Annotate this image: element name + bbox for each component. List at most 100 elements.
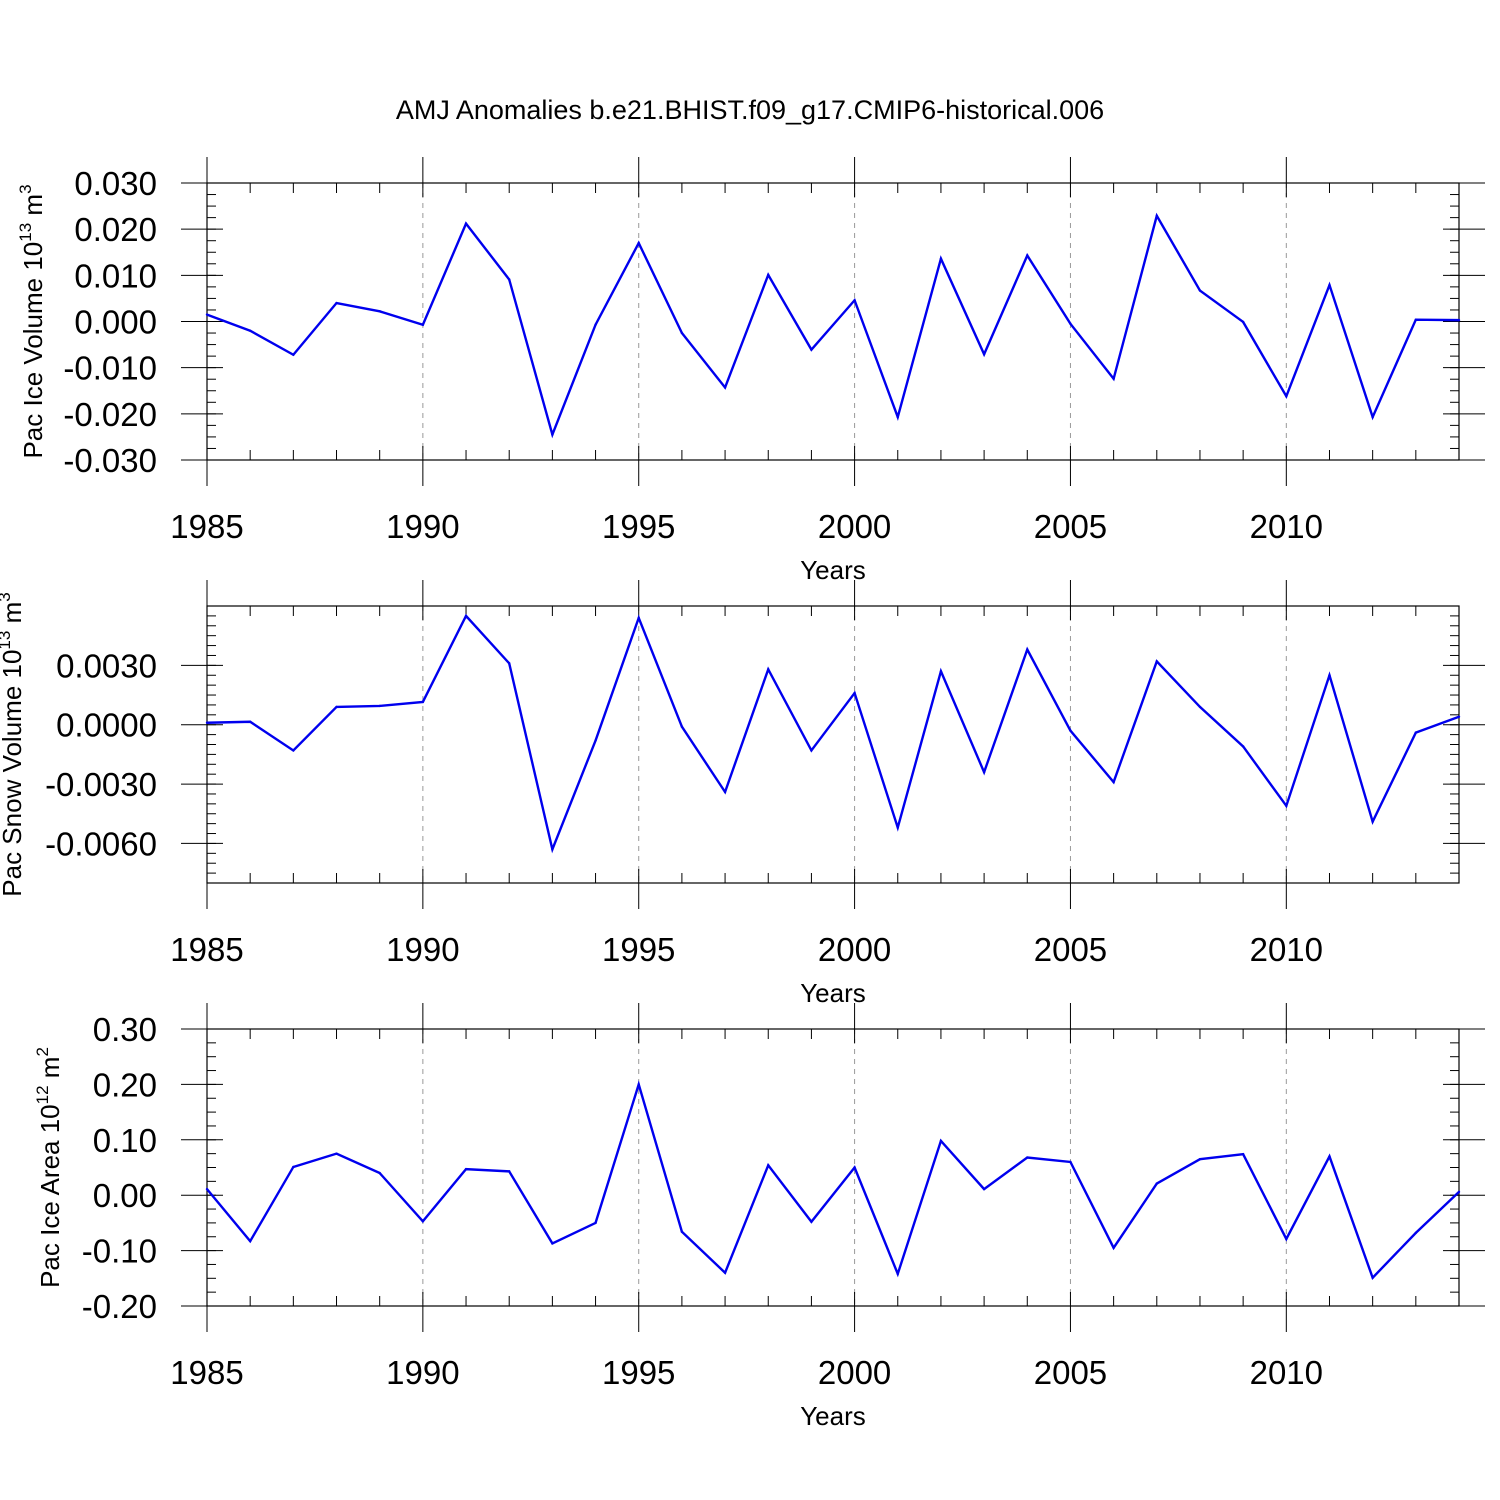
data-point (378, 704, 381, 708)
data-point (680, 331, 684, 335)
data-point (767, 1164, 770, 1167)
x-tick-label: 1995 (602, 931, 675, 968)
data-point (421, 700, 425, 704)
data-point (810, 749, 813, 752)
data-point (853, 1166, 856, 1169)
data-point (810, 1220, 813, 1223)
data-point (508, 278, 511, 281)
data-point (1112, 1246, 1115, 1250)
data-point (1457, 1190, 1461, 1194)
y-tick-label: -0.0030 (45, 766, 157, 803)
data-point (1026, 648, 1029, 651)
chart-panels: 0.030 0.020 0.010 0.000 -0.010 -0.020 -0.030 19… (0, 157, 1485, 1431)
data-point (1371, 1276, 1374, 1279)
plot-frame (206, 605, 1460, 884)
data-point (723, 1271, 727, 1274)
x-tick-label: 2005 (1034, 931, 1107, 968)
data-point (767, 273, 770, 277)
y-axis-label-unit-exponent: 3 (0, 592, 14, 601)
data-point (248, 720, 252, 723)
y-tick-label: 0.10 (93, 1122, 157, 1159)
data-point (1414, 731, 1418, 734)
data-point (248, 1239, 252, 1243)
y-tick-label: 0.20 (93, 1066, 157, 1103)
y-tick-label: -0.020 (63, 396, 157, 433)
x-tick-label: 1995 (602, 508, 675, 545)
y-axis-label: Pac Ice Area 1012 m2 (33, 1047, 65, 1288)
y-axis-label-unit-exponent: 3 (16, 184, 35, 193)
y-axis-label-unit: m (18, 194, 48, 223)
data-point (1069, 1160, 1072, 1164)
data-point (1155, 660, 1158, 663)
y-tick-label: 0.030 (74, 165, 157, 202)
plot-frame (206, 182, 1460, 461)
y-tick-label: 0.020 (74, 211, 157, 248)
y-tick-label: -0.20 (82, 1288, 157, 1325)
data-point (723, 790, 727, 794)
data-point (594, 323, 597, 326)
data-point (1026, 1156, 1029, 1159)
y-axis-label-text: Pac Snow Volume 10 (0, 650, 27, 897)
data-point (378, 310, 381, 313)
data-point (205, 721, 209, 724)
data-point (594, 1221, 597, 1225)
data-point (1241, 320, 1245, 324)
data-point (1328, 674, 1331, 677)
y-axis-label-exponent: 12 (33, 1085, 52, 1104)
data-point (939, 670, 943, 673)
data-point (1026, 254, 1029, 257)
y-axis-label: Pac Ice Volume 1013 m3 (16, 184, 48, 458)
data-point (1285, 1237, 1288, 1241)
data-point (335, 705, 338, 709)
data-point (1112, 377, 1115, 380)
data-point (205, 1187, 209, 1191)
data-point (551, 848, 554, 851)
data-point (1155, 1182, 1158, 1185)
data-point (1241, 745, 1245, 748)
data-point (1241, 1153, 1245, 1156)
y-tick-label: -0.0060 (45, 825, 157, 862)
x-axis-label: Years (800, 1401, 866, 1431)
data-point (982, 353, 986, 356)
chart-title: AMJ Anomalies b.e21.BHIST.f09_g17.CMIP6-… (396, 95, 1104, 125)
x-tick-label: 1990 (386, 931, 459, 968)
data-point (335, 301, 338, 305)
data-point (1155, 214, 1158, 217)
x-tick-label: 1990 (386, 1354, 459, 1391)
data-point (853, 299, 856, 302)
data-point (939, 1139, 943, 1143)
y-axis-label-unit: m (0, 602, 27, 631)
data-point (508, 1170, 511, 1173)
x-tick-label: 1995 (602, 1354, 675, 1391)
data-point (810, 348, 813, 351)
y-tick-label: 0.010 (74, 257, 157, 294)
y-tick-label: -0.010 (63, 350, 157, 387)
series-line (206, 613, 1460, 854)
data-point (551, 433, 554, 436)
chart-panel-3: 0.30 0.20 0.10 0.00 -0.10 -0.20 1985 1990 1995 20… (33, 1003, 1485, 1431)
data-point (594, 739, 597, 742)
data-point (767, 668, 770, 671)
data-point (248, 329, 252, 332)
data-point (1328, 283, 1331, 287)
data-point (1112, 780, 1115, 784)
data-point (378, 1171, 381, 1175)
x-tick-label: 1985 (170, 508, 243, 545)
data-point (853, 691, 856, 695)
data-point (1371, 415, 1374, 419)
y-axis-label-text: Pac Ice Volume 10 (18, 242, 48, 459)
series-line (206, 1080, 1460, 1280)
data-point (335, 1152, 338, 1155)
data-point (896, 826, 899, 829)
y-axis-label: Pac Snow Volume 1013 m3 (0, 592, 27, 896)
plot-frame (206, 1028, 1460, 1307)
x-tick-label: 2010 (1250, 931, 1323, 968)
data-point (421, 323, 425, 326)
y-axis-label-unit: m (35, 1057, 65, 1086)
data-point (292, 353, 295, 356)
data-point (1414, 1231, 1418, 1235)
x-tick-label: 2010 (1250, 1354, 1323, 1391)
data-point (1069, 322, 1072, 326)
data-point (1414, 318, 1418, 321)
